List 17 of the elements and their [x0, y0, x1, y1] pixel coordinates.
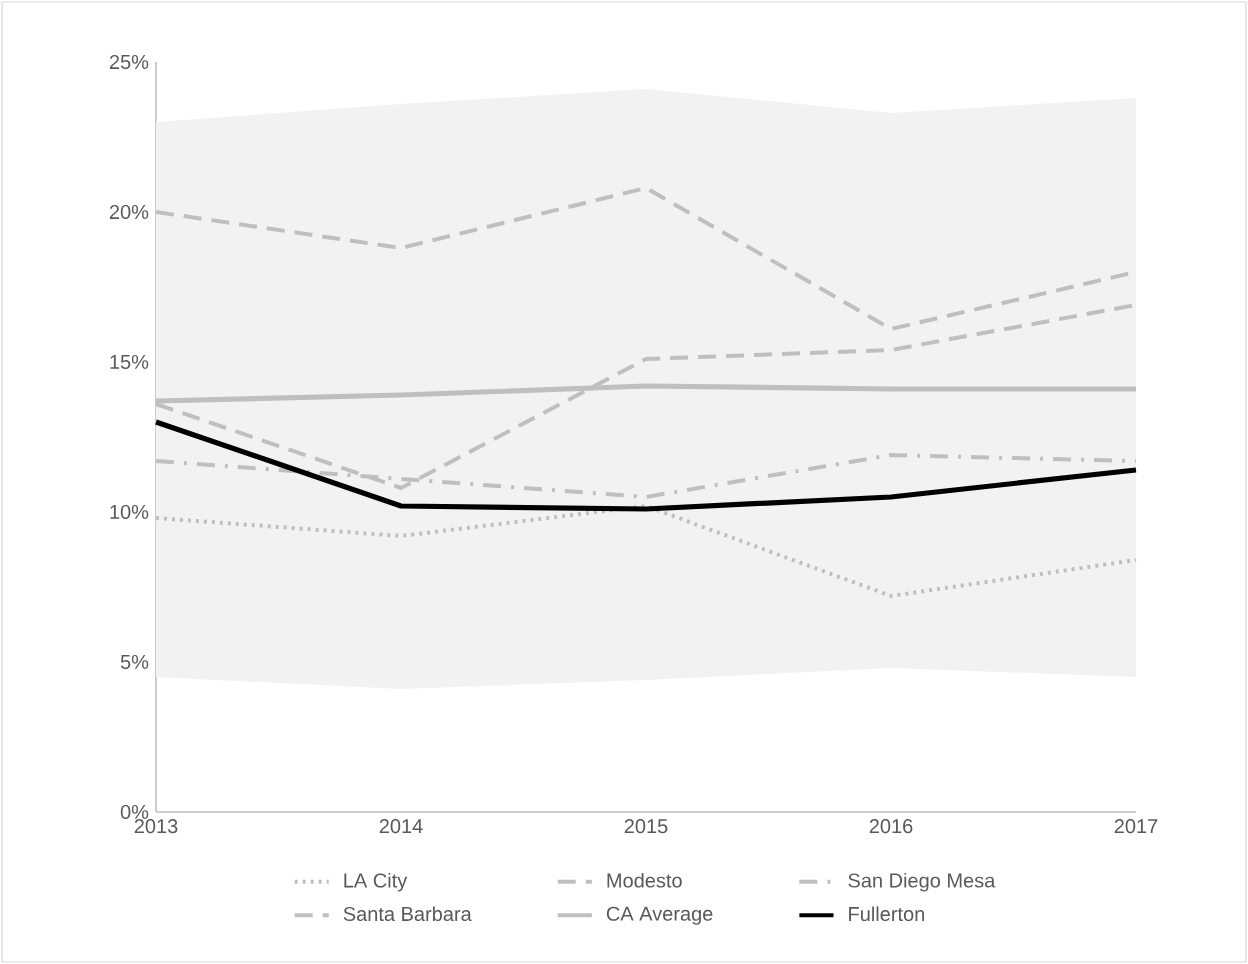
x-tick-label: 2015: [624, 819, 668, 834]
legend-label: LA City: [344, 872, 408, 892]
y-tick-label: 25%: [109, 54, 149, 70]
x-tick-label: 2016: [869, 819, 913, 834]
legend-label: San Diego Mesa: [848, 872, 996, 892]
y-tick-label: 15%: [110, 354, 149, 370]
y-tick-label: 5%: [120, 654, 149, 670]
legend-label: CA Average: [606, 906, 713, 925]
y-tick-label: 0%: [120, 804, 149, 820]
legend-label: Santa Barbara: [343, 906, 472, 922]
x-tick-label: 2014: [379, 819, 423, 834]
legend-label: Modesto: [607, 872, 682, 888]
legend-label: Fullerton: [849, 906, 924, 922]
y-tick-label: 10%: [110, 504, 149, 520]
y-tick-label: 20%: [109, 204, 149, 220]
x-tick-label: 2013: [134, 819, 178, 834]
x-tick-label: 2017: [1114, 819, 1158, 834]
